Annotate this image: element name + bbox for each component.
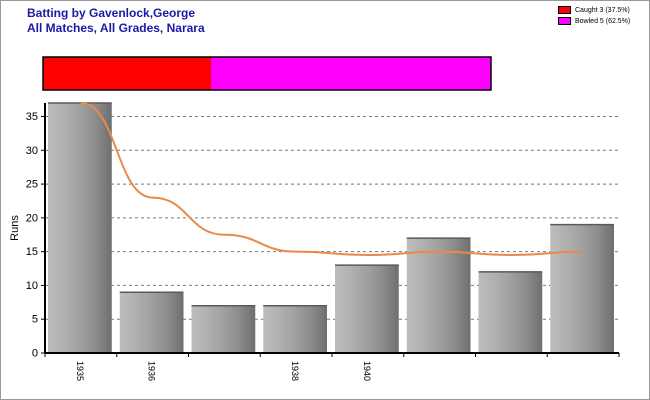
y-tick-label-0: 0: [32, 348, 38, 360]
trend-line: [80, 102, 584, 257]
legend-item-bowled: Bowled 5 (62.5%): [558, 17, 630, 25]
bar-7: [550, 224, 614, 353]
x-tick-label-1: 1936: [147, 361, 157, 381]
bar-5: [406, 238, 471, 353]
legend-label-caught: Caught 3 (37.5%): [575, 6, 630, 14]
legend-label-bowled: Bowled 5 (62.5%): [575, 17, 631, 25]
legend-swatch-bowled: [558, 17, 571, 25]
axes: [41, 103, 620, 357]
x-tick-label-4: 1940: [362, 361, 372, 381]
chart-title: Batting by Gavenlock,George: [27, 6, 196, 20]
y-tick-label-10: 10: [26, 280, 38, 292]
chart-subtitle: All Matches, All Grades, Narara: [27, 21, 205, 35]
bar-3: [263, 305, 327, 353]
y-axis-label: Runs: [9, 215, 21, 241]
legend-swatch-caught: [558, 6, 571, 14]
dismissal-bar-outline: [42, 56, 492, 91]
dismissal-segment-caught: [43, 57, 211, 90]
legend-item-caught: Caught 3 (37.5%): [558, 6, 630, 14]
bar-1: [119, 292, 184, 353]
x-tick-label-3: 1938: [290, 361, 300, 381]
bar-2: [191, 305, 256, 353]
y-tick-label-35: 35: [26, 111, 38, 123]
y-tick-label-15: 15: [26, 246, 38, 258]
axis-labels: 0 5 10 15 20 25 30 35 1935 1936 1938 1940 Runs: [9, 111, 372, 381]
bar-4: [335, 265, 399, 353]
y-tick-label-20: 20: [26, 212, 38, 224]
y-tick-label-5: 5: [32, 314, 38, 326]
bar-0: [48, 103, 112, 353]
x-tick-label-0: 1935: [75, 361, 85, 381]
dismissal-segment-bowled: [211, 57, 491, 90]
bar-6: [478, 271, 543, 353]
y-tick-label-25: 25: [26, 179, 38, 191]
y-tick-label-30: 30: [26, 145, 38, 157]
trend-line-group: [80, 102, 584, 257]
bars: [48, 102, 614, 353]
dismissal-bar: [42, 56, 492, 91]
